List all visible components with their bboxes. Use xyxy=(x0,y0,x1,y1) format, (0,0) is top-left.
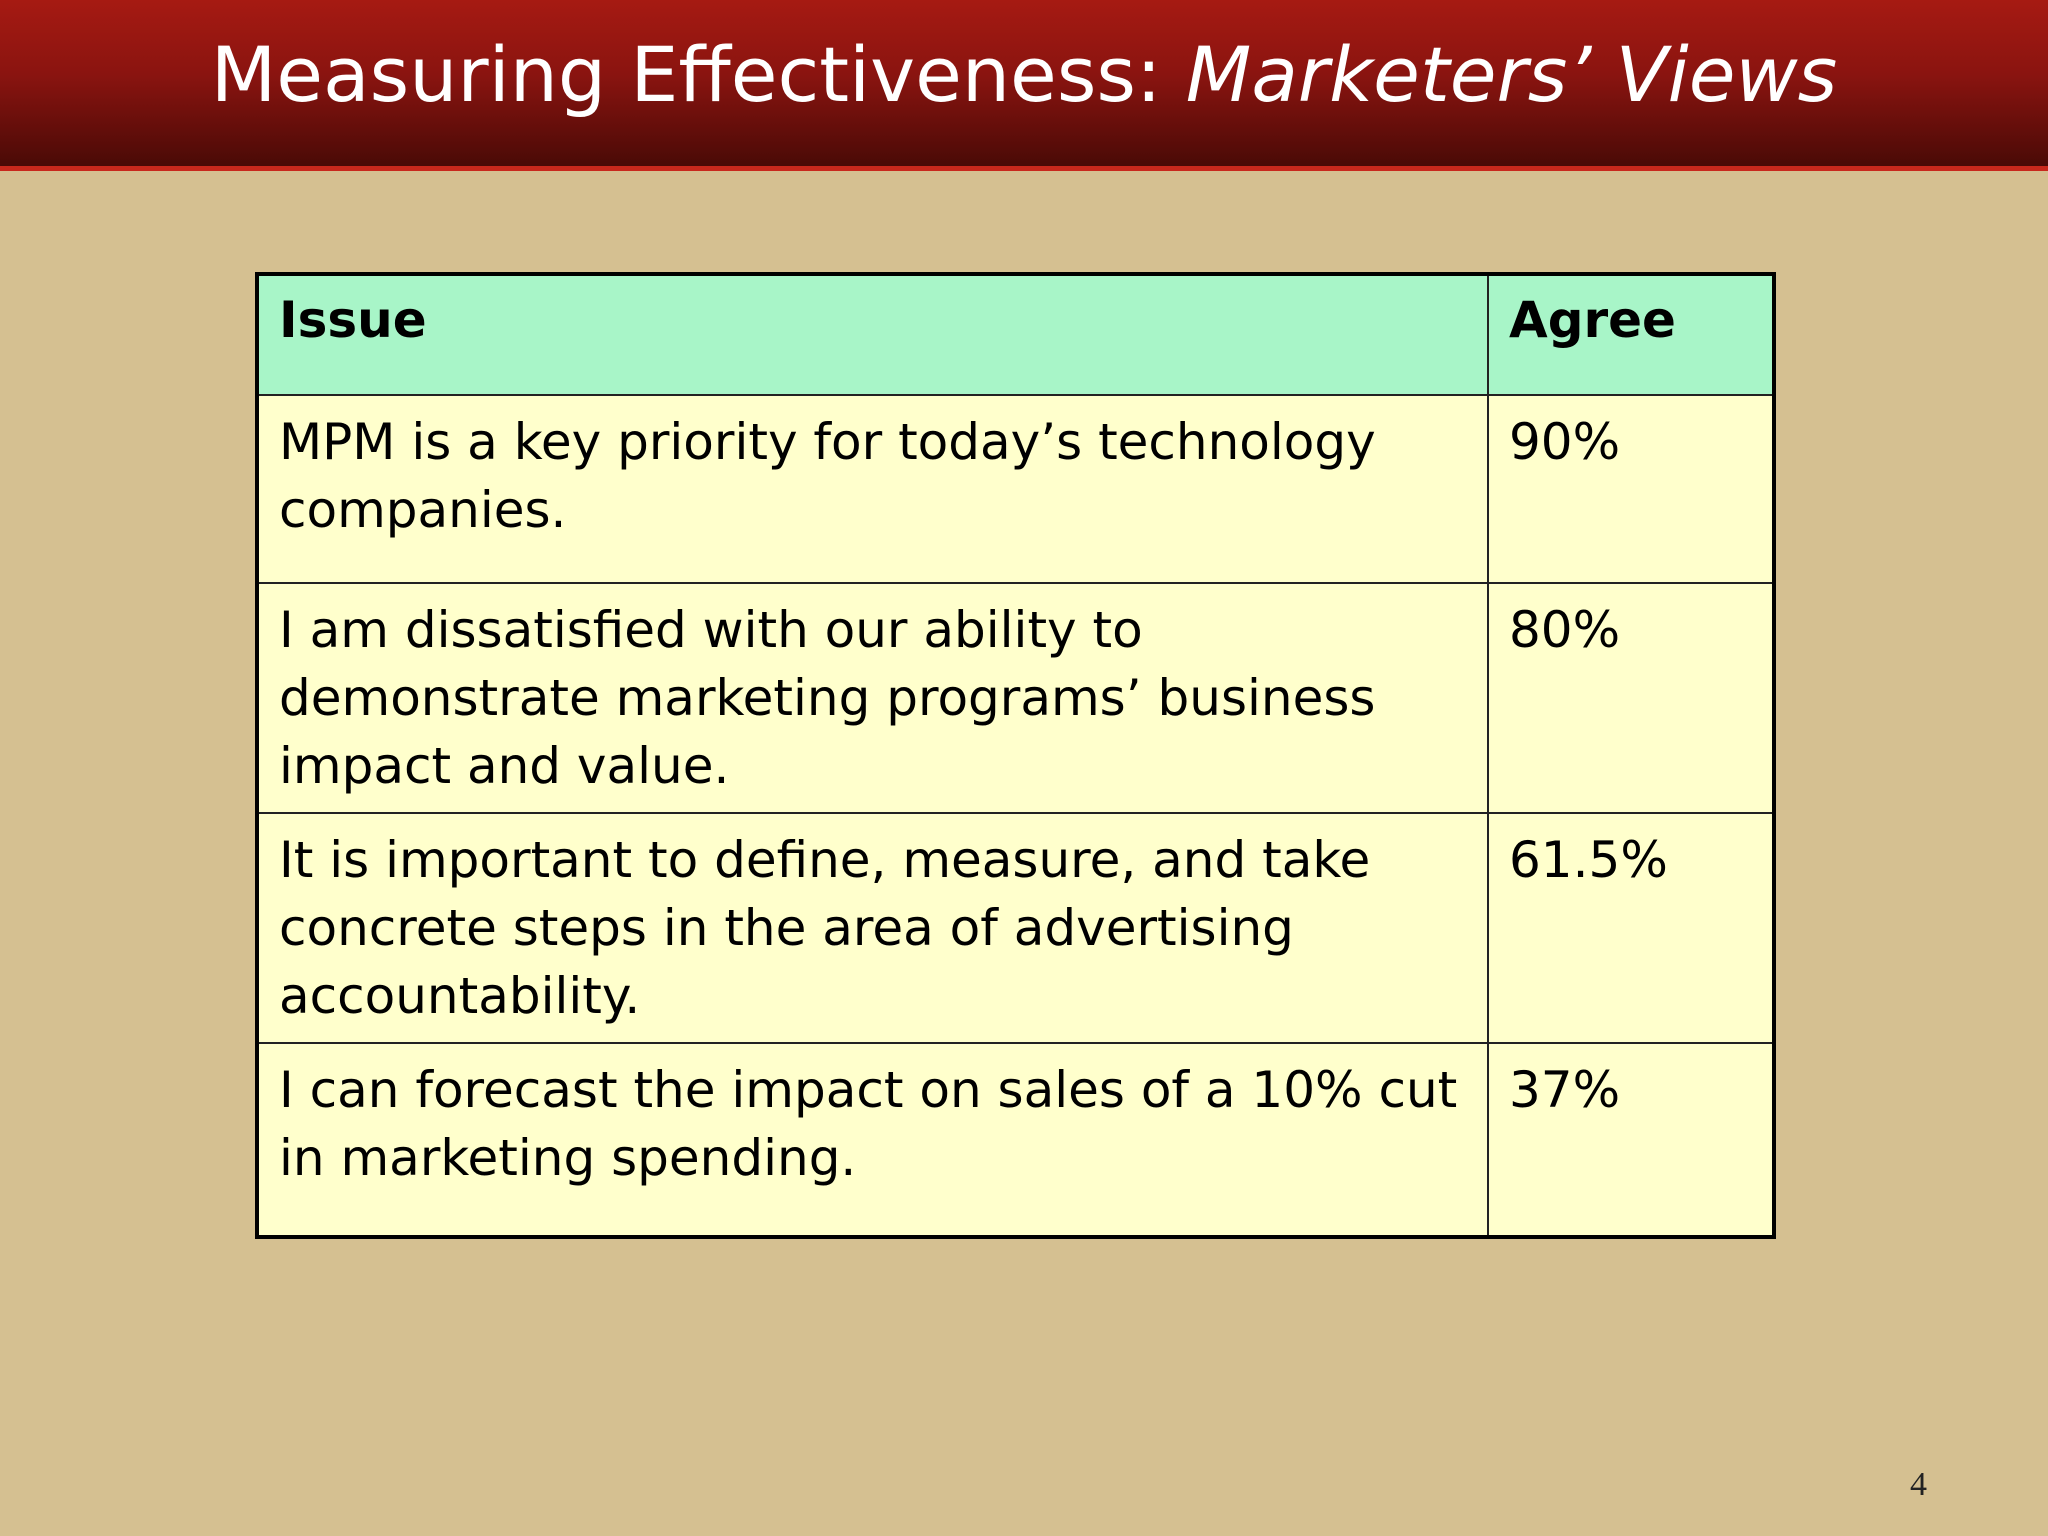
title-text: Measuring Effectiveness: xyxy=(210,30,1162,119)
table-row: MPM is a key priority for today’s techno… xyxy=(256,394,1775,584)
table-body: MPM is a key priority for today’s techno… xyxy=(256,394,1775,1238)
page-number: 4 xyxy=(1910,1466,1927,1503)
agree-cell: 61.5% xyxy=(1487,812,1775,1044)
header-bar xyxy=(0,0,2048,171)
slide-title: Measuring Effectiveness: Marketers’ View… xyxy=(0,0,2048,150)
title-italic: Marketers’ Views xyxy=(1185,30,1838,119)
column-header: Issue xyxy=(256,273,1489,396)
agree-cell: 90% xyxy=(1487,394,1775,584)
table-row: It is important to define, measure, and … xyxy=(256,812,1775,1044)
issue-cell: I am dissatisfied with our ability to de… xyxy=(256,582,1489,814)
agree-cell: 80% xyxy=(1487,582,1775,814)
issue-cell: It is important to define, measure, and … xyxy=(256,812,1489,1044)
issue-cell: MPM is a key priority for today’s techno… xyxy=(256,394,1489,584)
issue-cell: I can forecast the impact on sales of a … xyxy=(256,1042,1489,1238)
column-header: Agree xyxy=(1487,273,1775,396)
table-row: I am dissatisfied with our ability to de… xyxy=(256,582,1775,814)
agree-cell: 37% xyxy=(1487,1042,1775,1238)
data-table: Issue Agree MPM is a key priority for to… xyxy=(255,272,1776,1239)
table-row: I can forecast the impact on sales of a … xyxy=(256,1042,1775,1238)
header-row: Issue Agree xyxy=(256,273,1775,396)
